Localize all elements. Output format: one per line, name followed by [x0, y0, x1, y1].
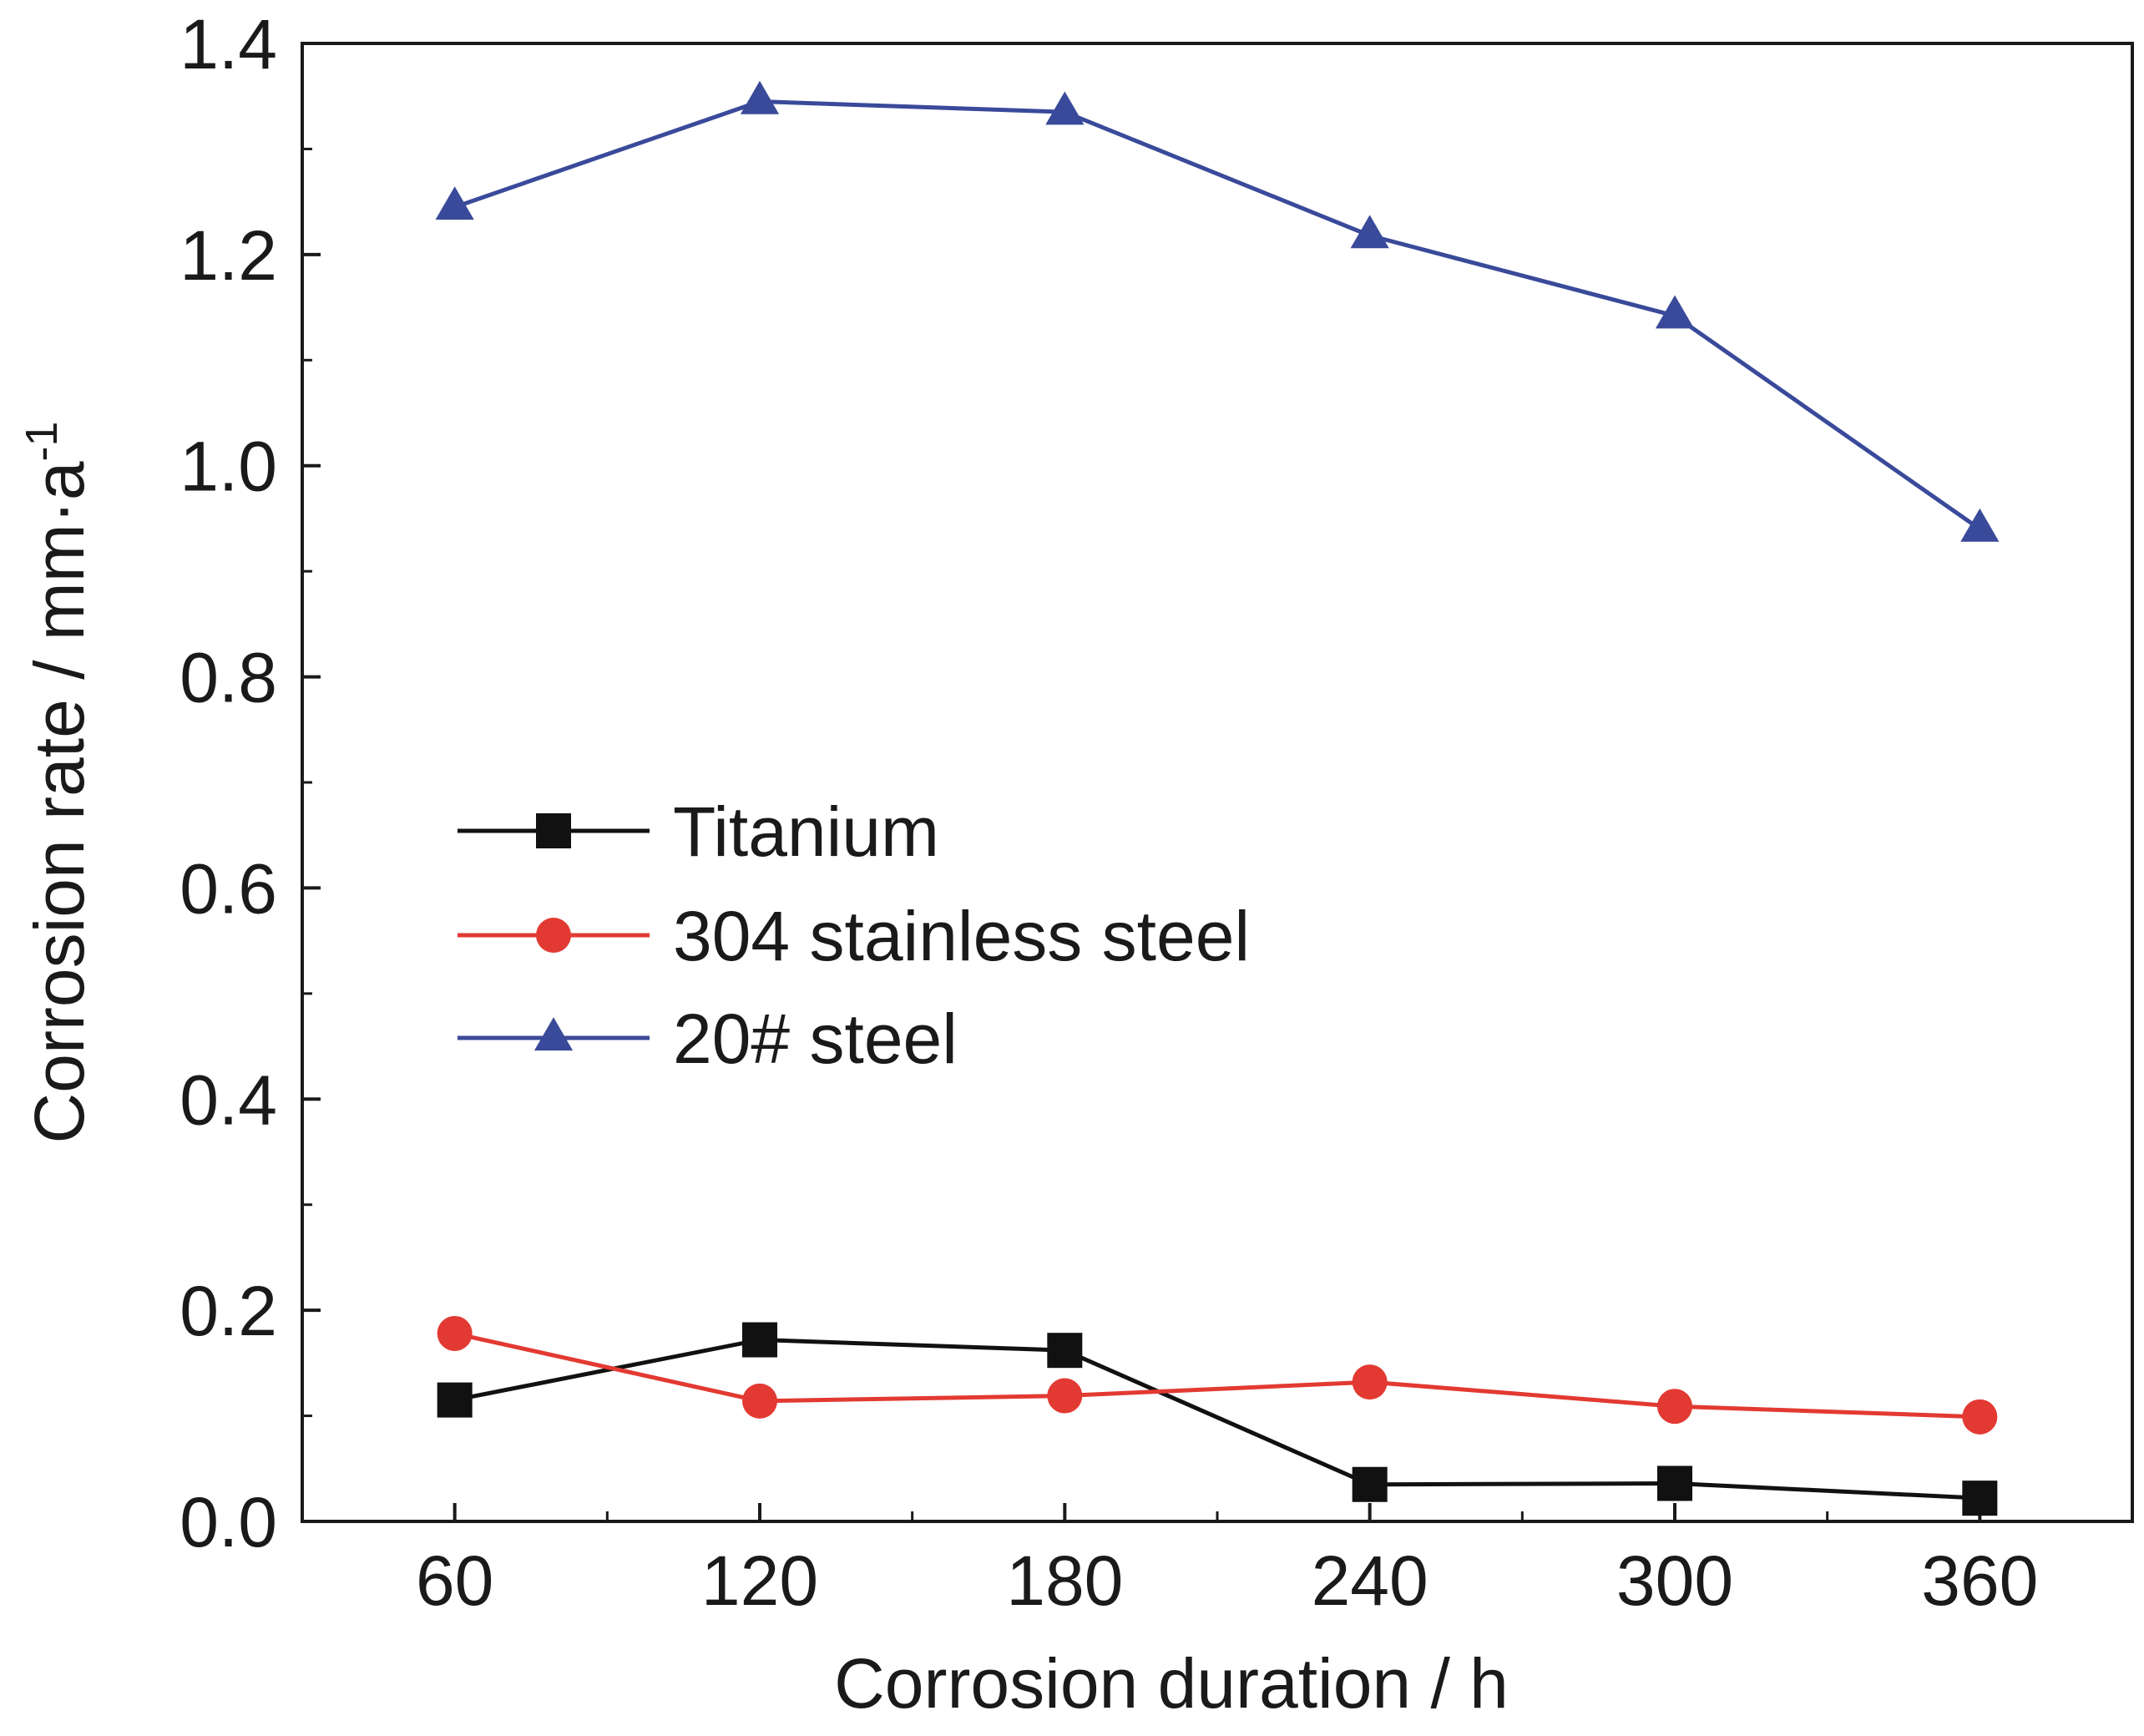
series-line [454, 1331, 1980, 1420]
legend-label: 304 stainless steel [673, 897, 1250, 975]
y-axis-title-main: Corrosion rate / mm·a [20, 461, 99, 1143]
y-axis-title-superscript: -1 [17, 422, 67, 462]
legend-marker-triangle [533, 1017, 574, 1051]
legend-label: Titanium [673, 792, 939, 871]
plot-frame [301, 42, 2134, 1523]
data-point-triangle [740, 80, 780, 114]
legend-entry: Titanium [458, 792, 939, 871]
y-tick-label: 0.2 [180, 1272, 277, 1350]
y-tick-label: 1.0 [180, 428, 277, 506]
x-tick-label: 300 [1616, 1541, 1733, 1620]
series-square [437, 1322, 1998, 1516]
y-tick-label: 0.6 [180, 849, 277, 928]
series-triangle [435, 80, 2000, 542]
data-point-triangle [1655, 295, 1695, 329]
x-axis-title: Corrosion duration / h [834, 1644, 1509, 1723]
data-point-square [1657, 1465, 1692, 1501]
data-point-circle [742, 1383, 777, 1419]
legend-marker-square [536, 813, 571, 848]
x-tick-label: 60 [416, 1541, 493, 1620]
x-tick-label: 240 [1312, 1541, 1428, 1620]
legend-marker-circle [536, 918, 571, 953]
y-tick-label: 1.2 [180, 216, 277, 295]
legend-entry: 304 stainless steel [458, 897, 1250, 975]
legend-label: 20# steel [673, 1000, 958, 1078]
y-axis-title: Corrosion rate / mm·a-1 [17, 422, 99, 1144]
series-layer [435, 80, 2000, 1516]
x-tick-label: 180 [1006, 1541, 1123, 1620]
legend: Titanium 304 stainless steel 20# steel [458, 792, 1250, 1078]
data-point-triangle [1045, 91, 1085, 125]
data-point-square [742, 1322, 777, 1358]
series-line [453, 99, 1981, 531]
series-line [454, 1338, 1980, 1501]
data-point-square [1962, 1480, 1998, 1516]
x-tick-label: 120 [701, 1541, 818, 1620]
axis-ticks [302, 42, 2134, 1523]
series-circle [437, 1315, 1998, 1435]
data-point-triangle [1350, 215, 1389, 249]
data-point-circle [1657, 1389, 1692, 1425]
data-point-triangle [1960, 508, 2000, 542]
x-tick-label: 360 [1921, 1541, 2038, 1620]
y-tick-label: 0.4 [180, 1060, 277, 1139]
data-point-square [1352, 1466, 1388, 1502]
data-point-circle [1352, 1364, 1388, 1400]
legend-entry: 20# steel [458, 1000, 958, 1078]
data-point-triangle [435, 186, 474, 220]
data-point-circle [1047, 1378, 1083, 1414]
tick-labels: 60 120 180 240 300 360 0.0 0.2 0.4 0.6 0.8 1.0 1.2 1.… [180, 5, 2038, 1620]
y-tick-label: 0.8 [180, 639, 277, 717]
y-tick-label: 0.0 [180, 1483, 277, 1561]
data-point-circle [1962, 1399, 1998, 1435]
data-point-square [1047, 1333, 1083, 1369]
data-point-square [437, 1382, 473, 1418]
data-point-circle [437, 1315, 473, 1351]
y-tick-label: 1.4 [180, 5, 277, 84]
